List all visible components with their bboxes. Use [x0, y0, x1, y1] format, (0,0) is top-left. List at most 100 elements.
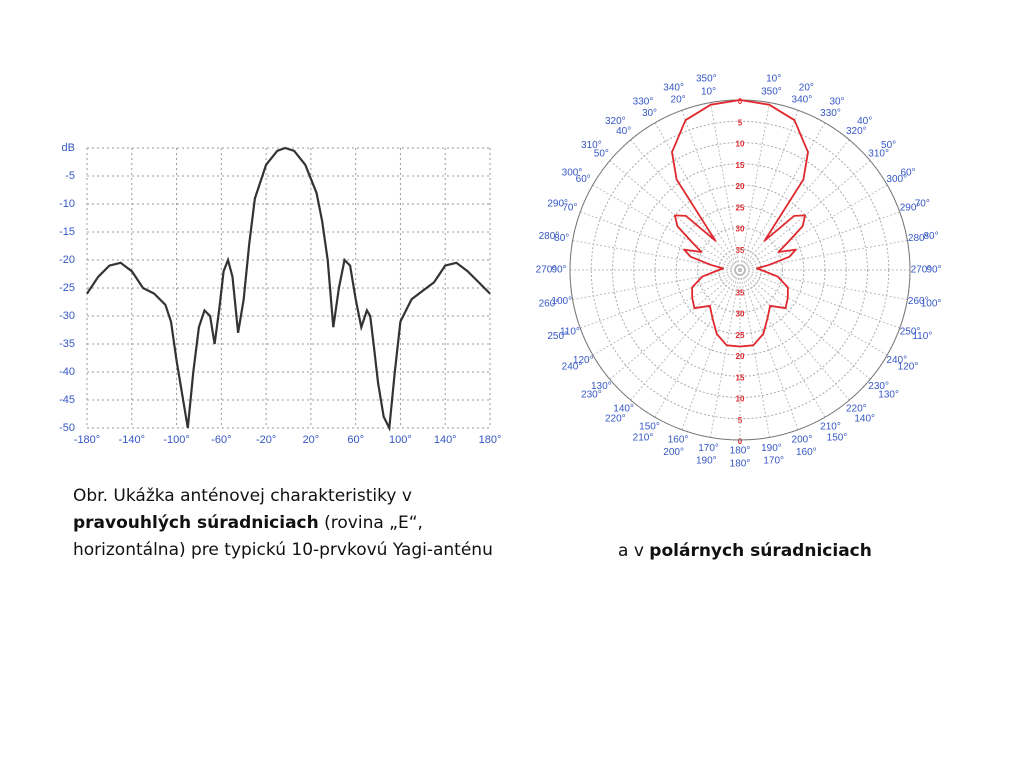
grid-spoke: [739, 211, 900, 271]
caption-text: a v: [618, 541, 650, 561]
grid-ring: [697, 227, 783, 313]
theta-tick-label: 220°: [846, 403, 867, 414]
caption-left: Obr. Ukážka anténovej charakteristiky v …: [73, 483, 493, 564]
caption-text: (rovina „E“, horizontálna) pre typickú 1…: [73, 513, 493, 560]
grid-spoke: [609, 269, 741, 380]
theta-tick-label: 330°: [633, 97, 654, 108]
theta-tick-label: 170°: [698, 443, 719, 454]
grid-spoke: [739, 269, 799, 430]
theta-tick-label: 250°: [547, 331, 568, 342]
r-tick-label: 15: [736, 161, 745, 170]
grid-spoke: [739, 102, 771, 271]
theta-tick-label: 260°: [908, 296, 929, 307]
r-tick-label: 20: [736, 352, 745, 361]
r-tick-label: 35: [736, 246, 745, 255]
grid-spoke: [739, 269, 888, 356]
theta-tick-label: 240°: [562, 362, 583, 373]
theta-tick-label: 270°: [911, 265, 932, 276]
theta-tick-label: 320°: [605, 116, 626, 127]
theta-tick-label: 80°: [923, 231, 938, 242]
theta-tick-label: 340°: [792, 95, 813, 106]
theta-tick-label: 40°: [857, 116, 872, 127]
grid-spoke: [739, 269, 826, 418]
grid-spoke: [709, 102, 741, 271]
theta-tick-label: 110°: [560, 327, 580, 338]
grid-spoke: [580, 269, 741, 329]
y-tick-label: -45: [59, 394, 75, 406]
y-tick-label: -10: [59, 198, 75, 210]
theta-tick-label: 20°: [799, 82, 814, 93]
theta-tick-label: 290°: [547, 198, 568, 209]
theta-tick-label: 150°: [639, 421, 660, 432]
y-tick-label: dB: [62, 142, 75, 154]
theta-tick-label: 160°: [796, 447, 817, 458]
pattern-line: [671, 99, 809, 348]
y-tick-label: -35: [59, 338, 75, 350]
grid-spoke: [739, 110, 799, 271]
theta-tick-label: 20°: [671, 95, 686, 106]
grid-spoke: [739, 269, 908, 301]
grid-spoke: [709, 269, 741, 438]
y-tick-label: -40: [59, 366, 75, 378]
theta-tick-label: 190°: [696, 456, 717, 467]
theta-tick-label: 160°: [668, 435, 689, 446]
theta-tick-label: 200°: [663, 447, 684, 458]
y-tick-label: -50: [59, 422, 75, 434]
theta-tick-label: 70°: [915, 198, 930, 209]
theta-tick-label: 70°: [562, 203, 577, 214]
theta-tick-label: 340°: [663, 82, 684, 93]
theta-tick-label: 280°: [908, 233, 929, 244]
theta-tick-label: 90°: [551, 265, 566, 276]
theta-tick-label: 40°: [616, 126, 631, 137]
grid-spoke: [592, 184, 741, 271]
theta-tick-label: 300°: [562, 168, 583, 179]
r-tick-label: 20: [736, 182, 745, 191]
data-line: [86, 146, 491, 432]
grid-spoke: [654, 269, 741, 418]
theta-tick-label: 110°: [912, 331, 932, 342]
grid-spoke: [739, 269, 771, 438]
grid-spoke: [592, 269, 741, 356]
theta-tick-label: 170°: [763, 456, 784, 467]
x-tick-label: -180°: [74, 434, 100, 446]
grid-spoke: [739, 139, 850, 271]
x-tick-label: 180°: [479, 434, 502, 446]
x-tick-label: -60°: [211, 434, 231, 446]
theta-tick-label: 30°: [829, 97, 844, 108]
theta-tick-label: 60°: [576, 174, 591, 185]
theta-tick-label: 270°: [536, 265, 557, 276]
theta-tick-label: 50°: [881, 140, 896, 151]
y-tick-label: -30: [59, 310, 75, 322]
x-tick-label: -100°: [163, 434, 189, 446]
theta-tick-label: 230°: [868, 381, 889, 392]
theta-tick-label: 50°: [594, 148, 609, 159]
theta-tick-label: 190°: [761, 443, 782, 454]
theta-tick-label: 290°: [900, 203, 921, 214]
x-tick-label: 20°: [303, 434, 320, 446]
theta-tick-label: 180°: [730, 446, 751, 457]
theta-tick-label: 220°: [605, 413, 626, 424]
grid-spoke: [630, 139, 741, 271]
grid-spoke: [739, 269, 871, 380]
theta-tick-label: 210°: [820, 421, 841, 432]
theta-tick-label: 120°: [898, 362, 919, 373]
theta-tick-label: 130°: [591, 381, 612, 392]
caption-bold: pravouhlých súradniciach: [73, 513, 319, 533]
theta-tick-label: 150°: [827, 433, 848, 444]
grid-spoke: [630, 269, 741, 401]
theta-tick-label: 250°: [900, 327, 921, 338]
theta-tick-label: 350°: [696, 74, 717, 85]
r-tick-label: 5: [738, 416, 743, 425]
caption-right: a v polárnych súradniciach: [618, 538, 872, 565]
x-tick-label: 140°: [434, 434, 457, 446]
grid-spoke: [572, 269, 741, 301]
theta-tick-label: 300°: [886, 174, 907, 185]
theta-tick-label: 310°: [581, 140, 602, 151]
caption-bold: polárnych súradniciach: [649, 541, 872, 561]
y-tick-label: -20: [59, 254, 75, 266]
theta-tick-label: 180°: [730, 459, 751, 470]
r-tick-label: 25: [736, 203, 745, 212]
r-tick-label: 5: [738, 118, 743, 127]
r-tick-label: 35: [736, 288, 745, 297]
